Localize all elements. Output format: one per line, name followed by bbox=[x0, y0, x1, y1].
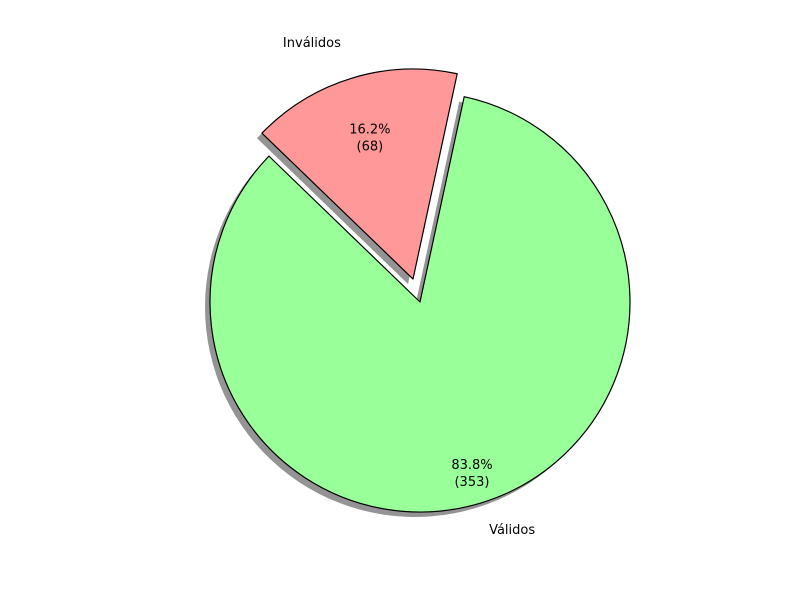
slice-count-validos: (353) bbox=[454, 475, 489, 490]
slice-percent-validos: 83.8% bbox=[451, 458, 492, 473]
slice-value-label-validos: 83.8% (353) bbox=[451, 458, 492, 490]
slice-category-label-validos: Válidos bbox=[489, 523, 535, 538]
slice-category-label-invalidos: Inválidos bbox=[283, 36, 341, 51]
slice-percent-invalidos: 16.2% bbox=[349, 122, 390, 137]
slice-value-label-invalidos: 16.2% (68) bbox=[349, 122, 390, 154]
pie-labels: 83.8% (353) Válidos 16.2% (68) Inválidos bbox=[283, 36, 535, 538]
pie-slice-validos bbox=[209, 96, 631, 513]
pie-slices bbox=[209, 68, 631, 513]
pie-slice-invalidos bbox=[261, 68, 458, 280]
slice-count-invalidos: (68) bbox=[357, 139, 384, 154]
